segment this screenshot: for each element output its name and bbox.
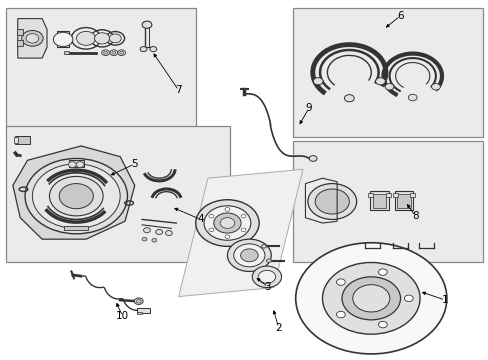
Circle shape bbox=[110, 50, 118, 55]
Circle shape bbox=[134, 298, 143, 305]
Circle shape bbox=[208, 228, 213, 231]
Circle shape bbox=[140, 46, 147, 51]
Text: 8: 8 bbox=[411, 211, 418, 221]
Circle shape bbox=[261, 244, 266, 248]
Circle shape bbox=[378, 269, 386, 275]
Circle shape bbox=[94, 33, 109, 44]
Circle shape bbox=[336, 311, 345, 318]
Text: 7: 7 bbox=[175, 85, 182, 95]
Text: 4: 4 bbox=[197, 215, 203, 224]
Circle shape bbox=[224, 208, 229, 211]
Bar bbox=[5, 126, 229, 262]
Circle shape bbox=[142, 21, 152, 28]
Bar bbox=[57, 31, 69, 47]
Circle shape bbox=[25, 158, 127, 234]
Circle shape bbox=[112, 51, 116, 54]
Circle shape bbox=[431, 84, 439, 90]
Bar bbox=[137, 308, 150, 313]
Circle shape bbox=[322, 262, 419, 334]
Circle shape bbox=[26, 34, 39, 43]
Bar bbox=[369, 191, 388, 211]
Circle shape bbox=[241, 228, 245, 231]
Circle shape bbox=[102, 50, 109, 55]
Bar bbox=[293, 8, 483, 137]
Circle shape bbox=[313, 78, 323, 85]
Circle shape bbox=[142, 237, 147, 241]
Circle shape bbox=[220, 218, 234, 228]
Bar bbox=[137, 312, 142, 314]
Circle shape bbox=[103, 51, 107, 54]
Circle shape bbox=[258, 270, 275, 283]
Circle shape bbox=[208, 215, 213, 218]
Circle shape bbox=[378, 321, 386, 328]
Circle shape bbox=[308, 156, 316, 161]
Polygon shape bbox=[13, 146, 135, 239]
Circle shape bbox=[49, 176, 103, 216]
Circle shape bbox=[68, 162, 76, 167]
Circle shape bbox=[53, 32, 73, 46]
Circle shape bbox=[227, 239, 271, 271]
Circle shape bbox=[315, 189, 348, 214]
Circle shape bbox=[76, 31, 95, 45]
Circle shape bbox=[165, 230, 172, 235]
Circle shape bbox=[240, 249, 258, 262]
Circle shape bbox=[143, 228, 150, 233]
Bar bbox=[64, 51, 69, 54]
Circle shape bbox=[385, 84, 393, 90]
Text: 9: 9 bbox=[305, 103, 311, 113]
Circle shape bbox=[213, 213, 241, 233]
Bar bbox=[372, 194, 386, 208]
Text: 3: 3 bbox=[264, 282, 271, 292]
Circle shape bbox=[352, 285, 389, 312]
Circle shape bbox=[118, 50, 125, 55]
Circle shape bbox=[156, 229, 162, 234]
Bar bbox=[15, 136, 30, 144]
Circle shape bbox=[266, 259, 271, 262]
Circle shape bbox=[375, 78, 385, 85]
Bar bbox=[69, 160, 83, 167]
Polygon shape bbox=[18, 19, 47, 58]
Circle shape bbox=[76, 162, 84, 167]
Circle shape bbox=[136, 300, 141, 303]
Bar bbox=[17, 40, 23, 45]
Bar bbox=[367, 193, 372, 197]
Text: 5: 5 bbox=[131, 159, 138, 169]
Circle shape bbox=[295, 243, 446, 354]
Circle shape bbox=[32, 164, 120, 228]
Circle shape bbox=[21, 31, 43, 46]
Circle shape bbox=[120, 51, 123, 54]
Polygon shape bbox=[178, 169, 303, 297]
Circle shape bbox=[224, 235, 229, 238]
Circle shape bbox=[307, 184, 356, 220]
Bar bbox=[5, 8, 195, 130]
Bar bbox=[396, 194, 410, 208]
Bar bbox=[17, 30, 23, 35]
Circle shape bbox=[203, 206, 250, 240]
Circle shape bbox=[252, 266, 281, 288]
Text: 10: 10 bbox=[116, 311, 129, 321]
Bar bbox=[64, 226, 88, 230]
Circle shape bbox=[407, 94, 416, 101]
Circle shape bbox=[109, 34, 121, 43]
Circle shape bbox=[195, 200, 259, 246]
Bar bbox=[394, 191, 412, 211]
Bar bbox=[392, 193, 397, 197]
Text: 6: 6 bbox=[396, 11, 403, 21]
Bar bbox=[385, 193, 390, 197]
Text: 2: 2 bbox=[275, 323, 282, 333]
Circle shape bbox=[152, 238, 157, 242]
Circle shape bbox=[150, 46, 157, 51]
Bar bbox=[409, 193, 414, 197]
Circle shape bbox=[341, 277, 400, 320]
Circle shape bbox=[241, 215, 245, 218]
Text: 1: 1 bbox=[441, 295, 448, 305]
Circle shape bbox=[404, 295, 412, 302]
Bar bbox=[293, 140, 483, 262]
Circle shape bbox=[233, 244, 264, 267]
Circle shape bbox=[59, 184, 93, 209]
Bar bbox=[14, 137, 18, 143]
Circle shape bbox=[344, 95, 353, 102]
Circle shape bbox=[336, 279, 345, 285]
